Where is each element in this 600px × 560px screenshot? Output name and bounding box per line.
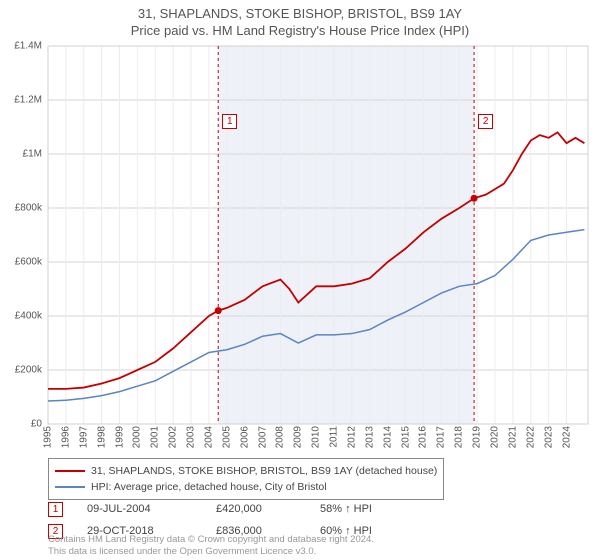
legend-row-2: HPI: Average price, detached house, City… [55, 479, 437, 495]
x-tick-label: 2006 [239, 426, 250, 448]
x-tick-label: 2005 [221, 426, 232, 448]
x-tick-label: 2001 [150, 426, 161, 448]
x-tick-label: 2020 [490, 426, 501, 448]
sale-marker-box: 2 [478, 114, 493, 129]
x-tick-label: 2004 [203, 426, 214, 448]
y-tick-label: £1M [23, 149, 42, 160]
x-tick-label: 2009 [293, 426, 304, 448]
y-tick-label: £400k [15, 311, 42, 322]
sale-marker-box: 1 [222, 114, 237, 129]
x-tick-label: 2016 [418, 426, 429, 448]
legend-swatch-price [55, 470, 85, 472]
x-tick-label: 2022 [525, 426, 536, 448]
y-tick-label: £200k [15, 365, 42, 376]
x-tick-label: 2002 [168, 426, 179, 448]
plot-area: £0£200k£400k£600k£800k£1M£1.2M£1.4M19951… [48, 46, 588, 424]
y-tick-label: £1.4M [14, 41, 42, 52]
x-tick-label: 1996 [60, 426, 71, 448]
sale-hpi-1: 58% ↑ HPI [320, 503, 420, 515]
sales-row-1: 1 09-JUL-2004 £420,000 58% ↑ HPI [48, 498, 420, 520]
x-tick-label: 2010 [311, 426, 322, 448]
sale-number-1: 1 [48, 502, 63, 517]
x-tick-label: 2023 [543, 426, 554, 448]
x-tick-label: 2024 [561, 426, 572, 448]
x-tick-label: 2015 [400, 426, 411, 448]
x-tick-label: 1995 [43, 426, 54, 448]
x-tick-label: 2012 [346, 426, 357, 448]
y-tick-label: £1.2M [14, 95, 42, 106]
sale-price-1: £420,000 [216, 503, 296, 515]
x-tick-label: 2003 [186, 426, 197, 448]
legend: 31, SHAPLANDS, STOKE BISHOP, BRISTOL, BS… [48, 458, 444, 500]
x-tick-label: 2000 [132, 426, 143, 448]
x-tick-label: 2013 [364, 426, 375, 448]
legend-label-hpi: HPI: Average price, detached house, City… [91, 479, 327, 495]
x-tick-label: 2018 [454, 426, 465, 448]
title-line-1: 31, SHAPLANDS, STOKE BISHOP, BRISTOL, BS… [0, 0, 600, 21]
x-tick-label: 1999 [114, 426, 125, 448]
footer-line-2: This data is licensed under the Open Gov… [48, 546, 374, 558]
legend-row-1: 31, SHAPLANDS, STOKE BISHOP, BRISTOL, BS… [55, 463, 437, 479]
title-line-2: Price paid vs. HM Land Registry's House … [0, 21, 600, 42]
x-tick-label: 1997 [78, 426, 89, 448]
y-tick-label: £800k [15, 203, 42, 214]
x-tick-label: 2019 [472, 426, 483, 448]
footer: Contains HM Land Registry data © Crown c… [48, 534, 374, 558]
x-tick-label: 2007 [257, 426, 268, 448]
x-tick-label: 2017 [436, 426, 447, 448]
legend-swatch-hpi [55, 486, 85, 488]
plot-svg [48, 46, 588, 424]
y-tick-label: £600k [15, 257, 42, 268]
footer-line-1: Contains HM Land Registry data © Crown c… [48, 534, 374, 546]
x-tick-label: 1998 [96, 426, 107, 448]
legend-label-price: 31, SHAPLANDS, STOKE BISHOP, BRISTOL, BS… [91, 463, 437, 479]
x-tick-label: 2008 [275, 426, 286, 448]
x-tick-label: 2021 [507, 426, 518, 448]
x-tick-label: 2014 [382, 426, 393, 448]
chart-container: 31, SHAPLANDS, STOKE BISHOP, BRISTOL, BS… [0, 0, 600, 560]
sale-date-1: 09-JUL-2004 [87, 503, 192, 515]
x-tick-label: 2011 [329, 426, 340, 448]
y-tick-label: £0 [31, 419, 42, 430]
